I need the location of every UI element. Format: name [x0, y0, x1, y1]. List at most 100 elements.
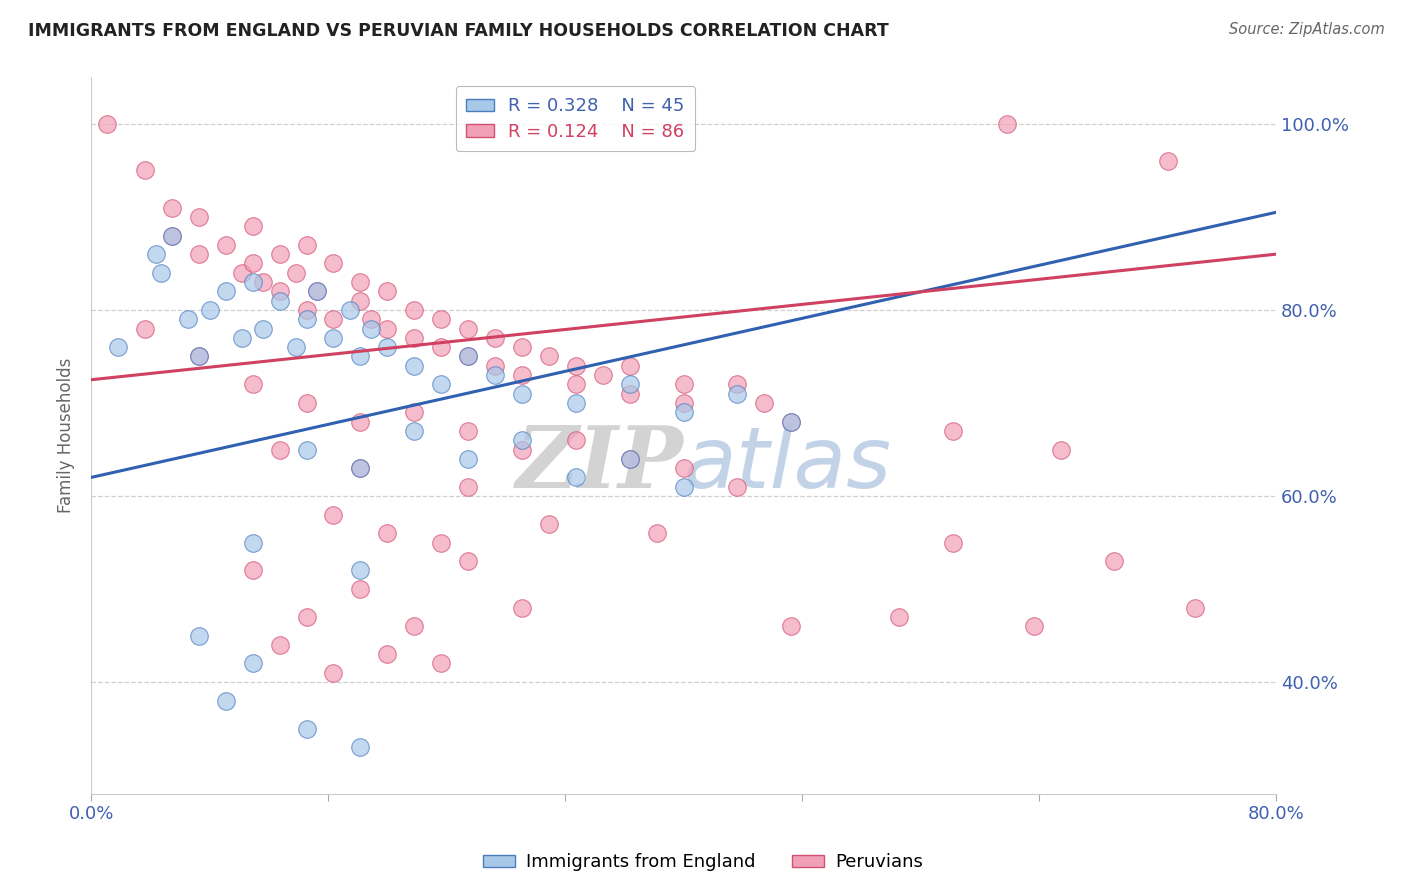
Point: [565, 434, 588, 448]
Point: [780, 619, 803, 633]
Point: [269, 293, 291, 308]
Point: [145, 247, 167, 261]
Point: [177, 312, 200, 326]
Point: [377, 526, 399, 541]
Text: atlas: atlas: [683, 423, 891, 506]
Point: [619, 386, 641, 401]
Point: [404, 619, 426, 633]
Point: [484, 359, 506, 373]
Point: [725, 480, 748, 494]
Point: [725, 377, 748, 392]
Point: [295, 722, 318, 736]
Point: [295, 303, 318, 318]
Point: [107, 340, 129, 354]
Point: [592, 368, 614, 383]
Point: [537, 350, 560, 364]
Point: [619, 451, 641, 466]
Point: [339, 303, 361, 318]
Point: [322, 256, 344, 270]
Point: [1104, 554, 1126, 568]
Point: [215, 693, 238, 707]
Point: [150, 266, 173, 280]
Point: [215, 238, 238, 252]
Point: [252, 321, 274, 335]
Point: [360, 312, 382, 326]
Point: [510, 442, 533, 457]
Point: [242, 219, 264, 234]
Point: [457, 424, 479, 438]
Point: [242, 563, 264, 577]
Point: [215, 285, 238, 299]
Point: [360, 321, 382, 335]
Point: [187, 628, 209, 642]
Legend: Immigrants from England, Peruvians: Immigrants from England, Peruvians: [475, 847, 931, 879]
Point: [430, 340, 453, 354]
Point: [284, 266, 307, 280]
Point: [242, 535, 264, 549]
Point: [942, 535, 965, 549]
Point: [565, 470, 588, 484]
Text: IMMIGRANTS FROM ENGLAND VS PERUVIAN FAMILY HOUSEHOLDS CORRELATION CHART: IMMIGRANTS FROM ENGLAND VS PERUVIAN FAMI…: [28, 22, 889, 40]
Point: [1049, 442, 1071, 457]
Point: [242, 377, 264, 392]
Point: [242, 275, 264, 289]
Point: [457, 451, 479, 466]
Point: [187, 350, 209, 364]
Point: [96, 117, 118, 131]
Point: [484, 368, 506, 383]
Point: [242, 256, 264, 270]
Point: [619, 451, 641, 466]
Point: [187, 350, 209, 364]
Point: [565, 396, 588, 410]
Point: [349, 275, 371, 289]
Point: [1184, 600, 1206, 615]
Text: ZIP: ZIP: [516, 423, 683, 506]
Y-axis label: Family Households: Family Households: [58, 358, 75, 513]
Point: [672, 377, 695, 392]
Point: [995, 117, 1018, 131]
Point: [565, 359, 588, 373]
Point: [295, 396, 318, 410]
Point: [780, 415, 803, 429]
Point: [672, 405, 695, 419]
Point: [510, 340, 533, 354]
Point: [484, 331, 506, 345]
Point: [349, 582, 371, 596]
Point: [510, 368, 533, 383]
Point: [349, 740, 371, 755]
Point: [349, 415, 371, 429]
Point: [404, 405, 426, 419]
Text: Source: ZipAtlas.com: Source: ZipAtlas.com: [1229, 22, 1385, 37]
Point: [377, 340, 399, 354]
Point: [565, 377, 588, 392]
Point: [537, 516, 560, 531]
Point: [322, 331, 344, 345]
Point: [160, 201, 183, 215]
Point: [269, 285, 291, 299]
Point: [619, 359, 641, 373]
Point: [269, 638, 291, 652]
Point: [242, 657, 264, 671]
Point: [457, 480, 479, 494]
Point: [231, 266, 253, 280]
Point: [269, 442, 291, 457]
Point: [619, 377, 641, 392]
Point: [295, 610, 318, 624]
Point: [252, 275, 274, 289]
Point: [404, 424, 426, 438]
Point: [645, 526, 668, 541]
Point: [377, 285, 399, 299]
Point: [307, 285, 329, 299]
Point: [430, 312, 453, 326]
Point: [187, 210, 209, 224]
Point: [284, 340, 307, 354]
Point: [510, 600, 533, 615]
Point: [322, 665, 344, 680]
Point: [1157, 154, 1180, 169]
Point: [295, 312, 318, 326]
Point: [725, 386, 748, 401]
Point: [430, 657, 453, 671]
Point: [349, 563, 371, 577]
Point: [780, 415, 803, 429]
Point: [295, 238, 318, 252]
